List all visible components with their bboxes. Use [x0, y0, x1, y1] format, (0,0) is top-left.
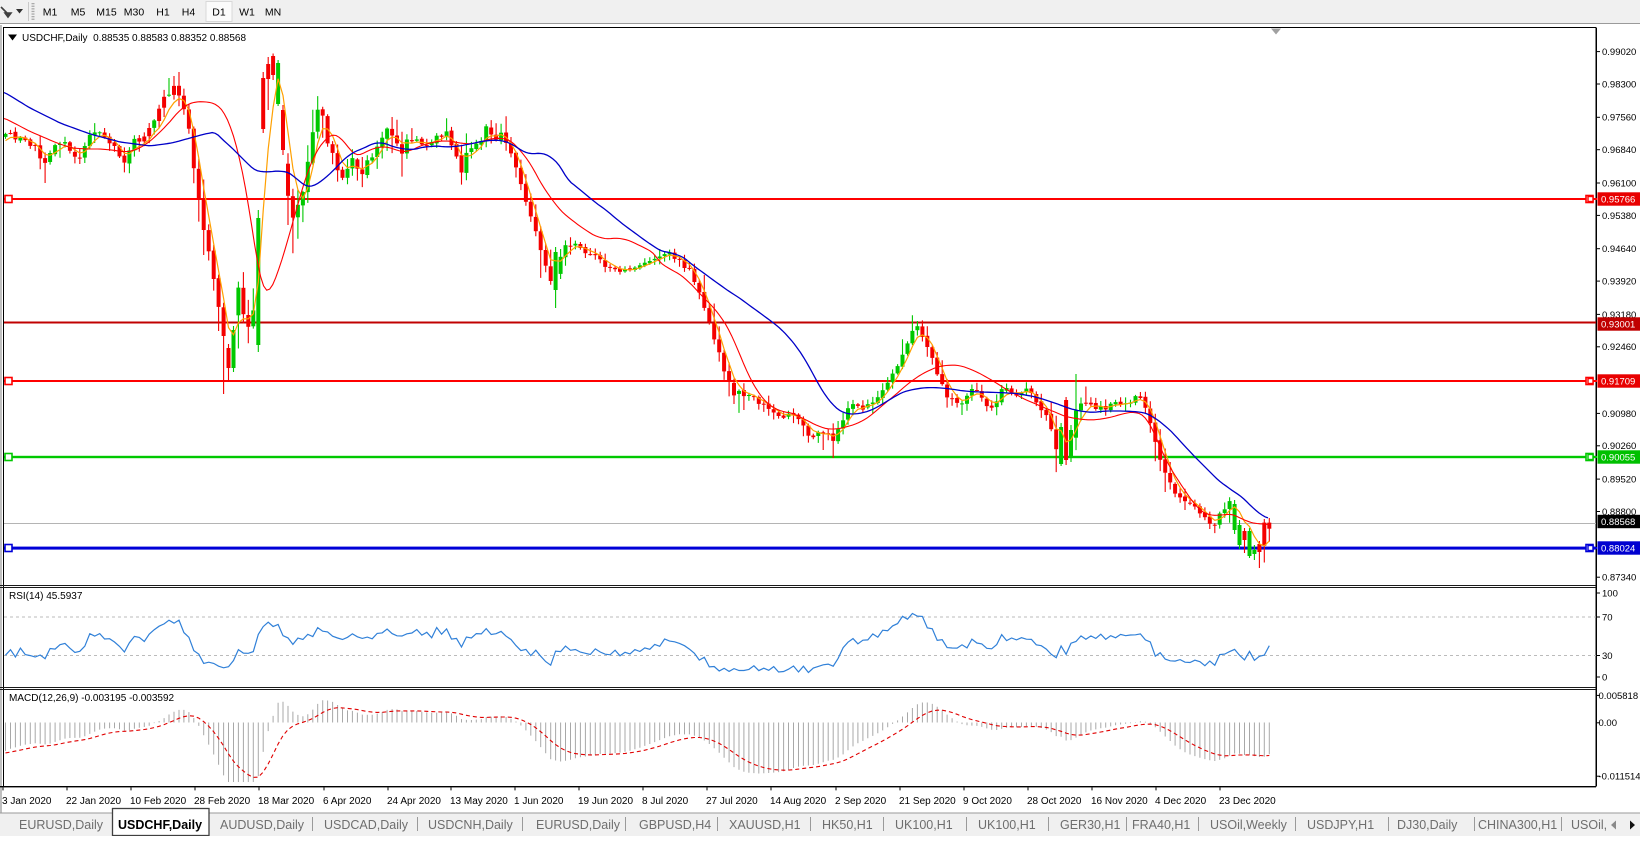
svg-text:USDCHF,Daily 0.88535 0.88583: USDCHF,Daily 0.88535 0.88583 0.88352 0.8…	[22, 33, 246, 44]
svg-text:XAUUSD,H1: XAUUSD,H1	[729, 818, 801, 832]
svg-text:6 Apr 2020: 6 Apr 2020	[323, 796, 372, 807]
svg-text:GBPUSD,H4: GBPUSD,H4	[639, 818, 711, 832]
svg-text:21 Sep 2020: 21 Sep 2020	[899, 796, 956, 807]
svg-text:8 Jul 2020: 8 Jul 2020	[642, 796, 689, 807]
svg-text:M30: M30	[124, 7, 145, 19]
svg-text:0.88024: 0.88024	[1601, 544, 1635, 555]
svg-text:0.97560: 0.97560	[1602, 113, 1636, 124]
svg-text:H4: H4	[182, 7, 196, 19]
svg-text:0.98300: 0.98300	[1602, 79, 1636, 90]
svg-text:4 Dec 2020: 4 Dec 2020	[1155, 796, 1207, 807]
svg-text:0.00: 0.00	[1599, 718, 1618, 729]
svg-text:0.90980: 0.90980	[1602, 409, 1636, 420]
svg-text:0.96100: 0.96100	[1602, 178, 1636, 189]
svg-text:23 Dec 2020: 23 Dec 2020	[1219, 796, 1276, 807]
svg-text:EURUSD,Daily: EURUSD,Daily	[19, 818, 104, 832]
svg-text:28 Feb 2020: 28 Feb 2020	[194, 796, 251, 807]
svg-text:AUDUSD,Daily: AUDUSD,Daily	[220, 818, 305, 832]
svg-text:0: 0	[1602, 672, 1607, 683]
svg-text:USDJPY,H1: USDJPY,H1	[1307, 818, 1374, 832]
svg-text:M1: M1	[43, 7, 58, 19]
svg-text:18 Mar 2020: 18 Mar 2020	[258, 796, 315, 807]
svg-text:3 Jan 2020: 3 Jan 2020	[2, 796, 52, 807]
svg-text:9 Oct 2020: 9 Oct 2020	[963, 796, 1012, 807]
svg-text:16 Nov 2020: 16 Nov 2020	[1091, 796, 1148, 807]
svg-text:RSI(14) 45.5937: RSI(14) 45.5937	[9, 591, 83, 602]
svg-text:0.99020: 0.99020	[1602, 47, 1636, 58]
svg-text:1 Jun 2020: 1 Jun 2020	[514, 796, 564, 807]
svg-text:USDCNH,Daily: USDCNH,Daily	[428, 818, 513, 832]
svg-text:19 Jun 2020: 19 Jun 2020	[578, 796, 633, 807]
svg-text:DJ30,Daily: DJ30,Daily	[1397, 818, 1458, 832]
svg-text:13 May 2020: 13 May 2020	[450, 796, 508, 807]
svg-text:M15: M15	[96, 7, 117, 19]
svg-text:EURUSD,Daily: EURUSD,Daily	[536, 818, 621, 832]
svg-text:0.92460: 0.92460	[1602, 342, 1636, 353]
svg-text:W1: W1	[239, 7, 255, 19]
svg-text:0.87340: 0.87340	[1602, 573, 1636, 584]
svg-text:10 Feb 2020: 10 Feb 2020	[130, 796, 187, 807]
svg-text:22 Jan 2020: 22 Jan 2020	[66, 796, 121, 807]
svg-text:0.96840: 0.96840	[1602, 145, 1636, 156]
svg-text:0.91709: 0.91709	[1601, 377, 1635, 388]
svg-text:0.94640: 0.94640	[1602, 244, 1636, 255]
svg-text:FRA40,H1: FRA40,H1	[1132, 818, 1190, 832]
svg-text:100: 100	[1602, 588, 1618, 599]
svg-text:28 Oct 2020: 28 Oct 2020	[1027, 796, 1082, 807]
svg-text:0.93920: 0.93920	[1602, 277, 1636, 288]
svg-text:USDCHF,Daily: USDCHF,Daily	[118, 818, 202, 832]
svg-text:0.95766: 0.95766	[1601, 195, 1635, 206]
svg-text:14 Aug 2020: 14 Aug 2020	[770, 796, 827, 807]
svg-text:27 Jul 2020: 27 Jul 2020	[706, 796, 758, 807]
svg-text:24 Apr 2020: 24 Apr 2020	[387, 796, 441, 807]
svg-text:0.95380: 0.95380	[1602, 211, 1636, 222]
svg-text:0.88568: 0.88568	[1601, 517, 1635, 528]
svg-text:30: 30	[1602, 651, 1613, 662]
svg-text:0.005818: 0.005818	[1599, 691, 1639, 702]
svg-text:2 Sep 2020: 2 Sep 2020	[835, 796, 887, 807]
svg-text:0.93001: 0.93001	[1601, 320, 1635, 331]
svg-text:0.89520: 0.89520	[1602, 475, 1636, 486]
svg-text:D1: D1	[212, 7, 226, 19]
svg-text:-0.011514: -0.011514	[1599, 772, 1640, 783]
svg-text:CHINA300,H1: CHINA300,H1	[1478, 818, 1557, 832]
svg-text:USOil,Weekly: USOil,Weekly	[1210, 818, 1288, 832]
svg-text:MN: MN	[265, 7, 281, 19]
svg-text:HK50,H1: HK50,H1	[822, 818, 873, 832]
svg-text:USOil,: USOil,	[1571, 818, 1607, 832]
svg-text:UK100,H1: UK100,H1	[978, 818, 1036, 832]
svg-text:0.90055: 0.90055	[1601, 453, 1635, 464]
svg-text:H1: H1	[156, 7, 170, 19]
svg-text:GER30,H1: GER30,H1	[1060, 818, 1120, 832]
svg-text:MACD(12,26,9) -0.003195 -0.003: MACD(12,26,9) -0.003195 -0.003592	[9, 693, 175, 704]
svg-text:70: 70	[1602, 612, 1613, 623]
svg-text:M5: M5	[71, 7, 86, 19]
svg-text:USDCAD,Daily: USDCAD,Daily	[324, 818, 409, 832]
svg-text:UK100,H1: UK100,H1	[895, 818, 953, 832]
